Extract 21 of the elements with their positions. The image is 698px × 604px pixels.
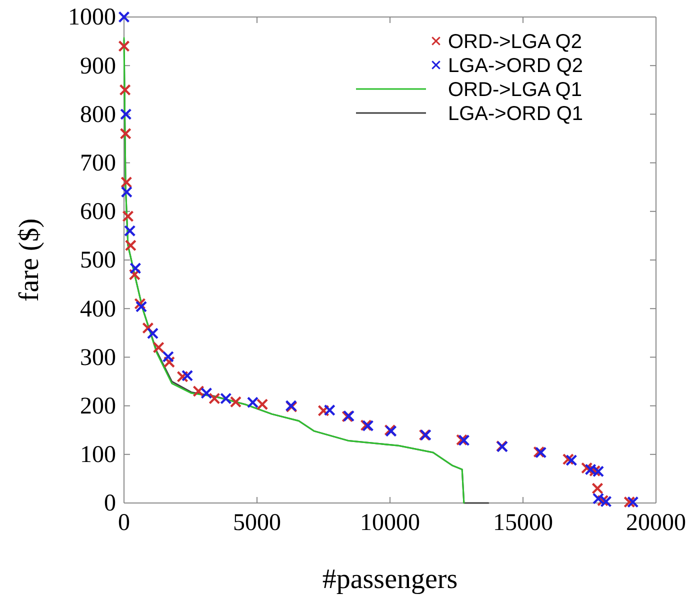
- x-tick-label: 15000: [493, 510, 553, 536]
- y-axis-title: fare ($): [14, 218, 45, 302]
- y-tick-label: 800: [80, 102, 116, 128]
- y-tick-label: 200: [80, 393, 116, 420]
- legend-label: LGA->ORD Q1: [448, 103, 584, 125]
- y-tick-label: 100: [80, 442, 116, 468]
- y-tick-label: 500: [80, 248, 116, 274]
- y-tick-label: 1000: [68, 4, 116, 31]
- y-tick-label: 300: [80, 344, 116, 371]
- y-tick-label: 0: [104, 490, 116, 517]
- x-tick-label: 5000: [233, 510, 281, 536]
- y-tick-label: 400: [80, 296, 116, 322]
- x-axis-title: #passengers: [322, 564, 458, 595]
- y-tick-label: 900: [80, 53, 116, 80]
- legend-label: ORD->LGA Q1: [448, 79, 582, 101]
- legend-label: ORD->LGA Q2: [448, 31, 582, 53]
- y-tick-label: 600: [80, 199, 116, 226]
- y-tick-label: 700: [80, 150, 116, 176]
- legend-label: LGA->ORD Q2: [448, 55, 584, 77]
- x-tick-label: 10000: [360, 510, 420, 536]
- x-tick-label: 20000: [626, 510, 686, 536]
